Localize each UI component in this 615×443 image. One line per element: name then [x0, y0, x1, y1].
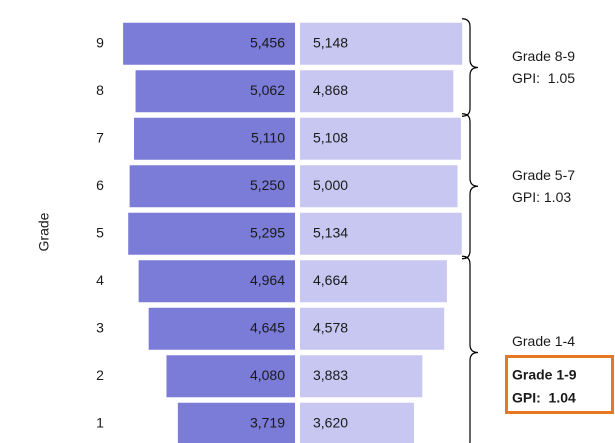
- right-value-label: 5,148: [313, 34, 348, 50]
- left-value-label: 5,295: [250, 224, 285, 240]
- category-label: 9: [96, 34, 104, 50]
- right-bar: [300, 165, 458, 208]
- left-bar: [129, 165, 295, 208]
- category-label: 8: [96, 82, 104, 98]
- right-value-label: 5,134: [313, 224, 348, 240]
- left-value-label: 5,110: [251, 129, 285, 145]
- left-value-label: 5,062: [250, 82, 285, 98]
- right-value-label: 3,620: [313, 414, 348, 430]
- right-bar: [300, 307, 445, 350]
- category-label: 3: [96, 319, 104, 335]
- right-bar: [300, 212, 462, 255]
- left-value-label: 3,719: [250, 414, 285, 430]
- summary-note: GPI: 1.04: [512, 390, 576, 406]
- left-bar: [138, 260, 295, 303]
- y-axis-label: Grade: [36, 212, 52, 251]
- group-note: GPI: 1.03: [512, 189, 571, 205]
- right-value-label: 5,000: [313, 177, 348, 193]
- right-bar: [300, 260, 447, 303]
- group-label: Grade 5-7: [512, 167, 575, 183]
- bracket: [461, 18, 479, 117]
- right-value-label: 4,578: [313, 319, 348, 335]
- left-value-label: 5,250: [250, 177, 285, 193]
- right-bar: [300, 117, 461, 160]
- category-label: 4: [96, 272, 104, 288]
- left-bar: [128, 212, 295, 255]
- right-value-label: 5,108: [313, 129, 348, 145]
- bracket: [461, 255, 479, 443]
- right-bar: [300, 22, 463, 65]
- left-bar: [177, 402, 295, 443]
- right-bar: [300, 70, 454, 113]
- left-bar: [123, 22, 295, 65]
- category-label: 5: [96, 224, 104, 240]
- left-bar: [148, 307, 295, 350]
- right-bar: [300, 402, 415, 443]
- left-bar: [166, 355, 295, 398]
- group-note: GPI: 1.05: [512, 70, 575, 86]
- left-value-label: 4,964: [250, 272, 285, 288]
- left-value-label: 4,080: [250, 367, 285, 383]
- category-label: 1: [96, 414, 104, 430]
- right-value-label: 4,664: [313, 272, 348, 288]
- category-label: 2: [96, 367, 104, 383]
- category-label: 6: [96, 177, 104, 193]
- left-bar: [134, 117, 295, 160]
- right-bar: [300, 355, 423, 398]
- left-value-label: 4,645: [250, 319, 285, 335]
- group-label: Grade 1-4: [512, 333, 575, 349]
- category-label: 7: [96, 129, 104, 145]
- bracket: [461, 113, 479, 260]
- summary-box: [505, 355, 614, 414]
- left-bar: [135, 70, 295, 113]
- right-value-label: 4,868: [313, 82, 348, 98]
- group-label: Grade 8-9: [512, 48, 575, 64]
- left-value-label: 5,456: [250, 34, 285, 50]
- summary-label: Grade 1-9: [512, 367, 577, 383]
- right-value-label: 3,883: [313, 367, 348, 383]
